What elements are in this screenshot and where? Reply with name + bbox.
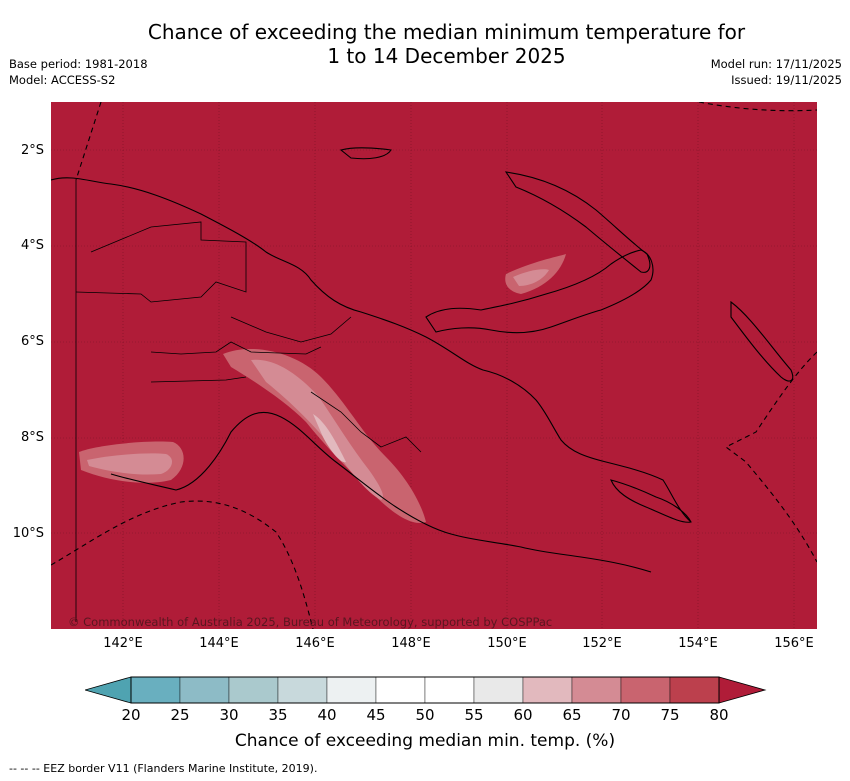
colorbar-extend-high xyxy=(718,676,767,704)
colorbar-cell xyxy=(473,676,524,704)
lon-label-156e: 156°E xyxy=(774,636,814,651)
map-panel: © Commonwealth of Australia 2025, Bureau… xyxy=(50,101,818,630)
cbar-tick-75: 75 xyxy=(660,706,680,724)
lon-label-150e: 150°E xyxy=(487,636,527,651)
model-name: Model: ACCESS-S2 xyxy=(9,73,116,87)
lon-label-148e: 148°E xyxy=(391,636,431,651)
cbar-tick-40: 40 xyxy=(317,706,337,724)
meta-left: Base period: 1981-2018 Model: ACCESS-S2 xyxy=(9,56,148,88)
colorbar-cell xyxy=(277,676,328,704)
gridlines xyxy=(51,102,817,629)
cbar-tick-65: 65 xyxy=(562,706,582,724)
colorbar-cell xyxy=(326,676,377,704)
colorbar-title: Chance of exceeding median min. temp. (%… xyxy=(234,731,616,751)
colorbar-cell xyxy=(571,676,622,704)
coast-bougainville xyxy=(730,300,794,382)
colorbar-cell xyxy=(522,676,573,704)
cbar-tick-55: 55 xyxy=(464,706,484,724)
lat-label-2s: 2°S xyxy=(20,143,44,158)
colorbar-cell xyxy=(669,676,720,704)
contour-highlands-75 xyxy=(313,414,346,463)
contour-highlands-70 xyxy=(251,359,383,500)
colorbar-cell xyxy=(130,676,181,704)
copyright: © Commonwealth of Australia 2025, Bureau… xyxy=(68,615,552,629)
contour-newbritain-70 xyxy=(513,269,549,286)
colorbar-outline xyxy=(130,676,720,704)
cbar-tick-70: 70 xyxy=(611,706,631,724)
eez-northeast xyxy=(698,101,818,112)
colorbar-cell xyxy=(228,676,279,704)
chart-title: Chance of exceeding the median minimum t… xyxy=(0,20,850,68)
lat-label-8s: 8°S xyxy=(20,430,44,445)
cbar-tick-35: 35 xyxy=(268,706,288,724)
colorbar xyxy=(85,676,767,704)
coast-new-britain xyxy=(425,249,654,334)
lon-label-142e: 142°E xyxy=(103,636,143,651)
model-run: Model run: 17/11/2025 xyxy=(710,57,842,71)
lat-label-4s: 4°S xyxy=(20,238,44,253)
eez-west xyxy=(75,101,102,181)
cbar-tick-50: 50 xyxy=(415,706,435,724)
eez-southwest xyxy=(50,500,314,630)
coast-new-guinea-north xyxy=(50,177,692,523)
colorbar-cell xyxy=(620,676,671,704)
lon-label-146e: 146°E xyxy=(295,636,335,651)
cbar-tick-30: 30 xyxy=(219,706,239,724)
lon-label-152e: 152°E xyxy=(582,636,622,651)
meta-right: Model run: 17/11/2025 Issued: 19/11/2025 xyxy=(711,56,842,88)
coast-manus xyxy=(339,147,392,160)
lat-label-6s: 6°S xyxy=(20,334,44,349)
colorbar-cell xyxy=(424,676,475,704)
cbar-tick-80: 80 xyxy=(709,706,729,724)
eez-footnote: -- -- -- EEZ border V11 (Flanders Marine… xyxy=(9,762,318,775)
eez-borders xyxy=(50,101,818,630)
cbar-tick-25: 25 xyxy=(170,706,190,724)
coastlines xyxy=(50,147,794,573)
map-svg: © Commonwealth of Australia 2025, Bureau… xyxy=(50,101,818,630)
title-line-2: 1 to 14 December 2025 xyxy=(327,44,566,68)
lat-label-10s: 10°S xyxy=(12,526,44,541)
province-borders xyxy=(75,180,422,622)
eez-east xyxy=(724,351,818,563)
coast-new-guinea-south xyxy=(110,412,652,573)
cbar-tick-60: 60 xyxy=(513,706,533,724)
probability-contours xyxy=(79,254,566,523)
lon-label-154e: 154°E xyxy=(678,636,718,651)
title-line-1: Chance of exceeding the median minimum t… xyxy=(147,20,746,44)
cbar-tick-45: 45 xyxy=(366,706,386,724)
issued-date: Issued: 19/11/2025 xyxy=(731,73,842,87)
cbar-tick-20: 20 xyxy=(121,706,141,724)
coast-islands-southeast xyxy=(610,479,692,523)
coast-new-ireland xyxy=(504,171,651,273)
map-background xyxy=(51,102,817,629)
lon-label-144e: 144°E xyxy=(199,636,239,651)
base-period: Base period: 1981-2018 xyxy=(9,57,148,71)
colorbar-extend-low xyxy=(85,676,132,704)
colorbar-cell xyxy=(179,676,230,704)
contour-west-70 xyxy=(87,453,173,475)
colorbar-cell xyxy=(375,676,426,704)
